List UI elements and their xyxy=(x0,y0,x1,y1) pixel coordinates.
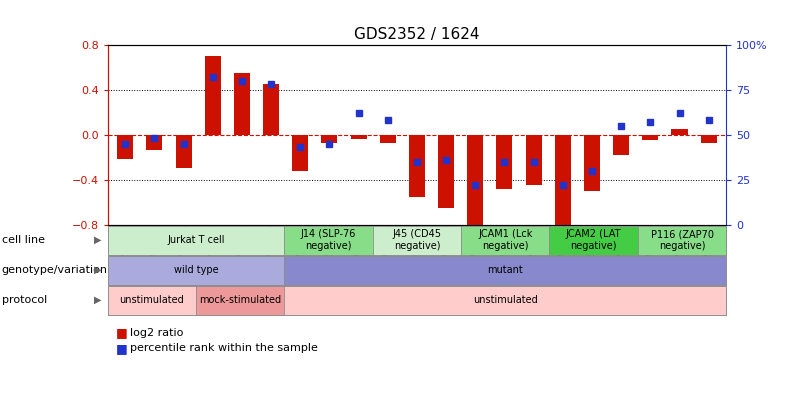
Bar xyxy=(468,134,484,227)
Bar xyxy=(350,134,366,139)
Text: JCAM1 (Lck
negative): JCAM1 (Lck negative) xyxy=(478,229,532,251)
Bar xyxy=(176,134,192,168)
Bar xyxy=(613,134,629,155)
Title: GDS2352 / 1624: GDS2352 / 1624 xyxy=(354,27,480,42)
Text: percentile rank within the sample: percentile rank within the sample xyxy=(130,343,318,353)
Text: J14 (SLP-76
negative): J14 (SLP-76 negative) xyxy=(301,229,356,251)
Bar xyxy=(438,134,454,208)
Text: P116 (ZAP70
negative): P116 (ZAP70 negative) xyxy=(650,229,713,251)
Text: mock-stimulated: mock-stimulated xyxy=(200,295,282,305)
Bar xyxy=(671,129,688,134)
Text: ■: ■ xyxy=(116,342,128,355)
Text: ■: ■ xyxy=(116,326,128,339)
Bar xyxy=(642,134,658,140)
Bar xyxy=(496,134,512,189)
Bar xyxy=(409,134,425,196)
Bar xyxy=(117,134,133,160)
Bar xyxy=(526,134,542,185)
Text: ▶: ▶ xyxy=(94,265,102,275)
Bar xyxy=(205,56,221,134)
Text: unstimulated: unstimulated xyxy=(473,295,538,305)
Text: log2 ratio: log2 ratio xyxy=(130,328,184,338)
Bar xyxy=(555,134,571,225)
Text: cell line: cell line xyxy=(2,235,45,245)
Text: JCAM2 (LAT
negative): JCAM2 (LAT negative) xyxy=(566,229,622,251)
Bar xyxy=(584,134,600,191)
Text: mutant: mutant xyxy=(488,265,523,275)
Text: ▶: ▶ xyxy=(94,235,102,245)
Text: protocol: protocol xyxy=(2,295,47,305)
Bar xyxy=(292,134,308,171)
Bar xyxy=(263,84,279,134)
Bar xyxy=(234,73,250,134)
Text: wild type: wild type xyxy=(174,265,219,275)
Bar xyxy=(146,134,163,150)
Text: ▶: ▶ xyxy=(94,295,102,305)
Bar xyxy=(380,134,396,143)
Text: unstimulated: unstimulated xyxy=(120,295,184,305)
Text: J45 (CD45
negative): J45 (CD45 negative) xyxy=(393,229,441,251)
Text: genotype/variation: genotype/variation xyxy=(2,265,108,275)
Text: Jurkat T cell: Jurkat T cell xyxy=(168,235,225,245)
Bar xyxy=(701,134,717,143)
Bar xyxy=(322,134,338,143)
